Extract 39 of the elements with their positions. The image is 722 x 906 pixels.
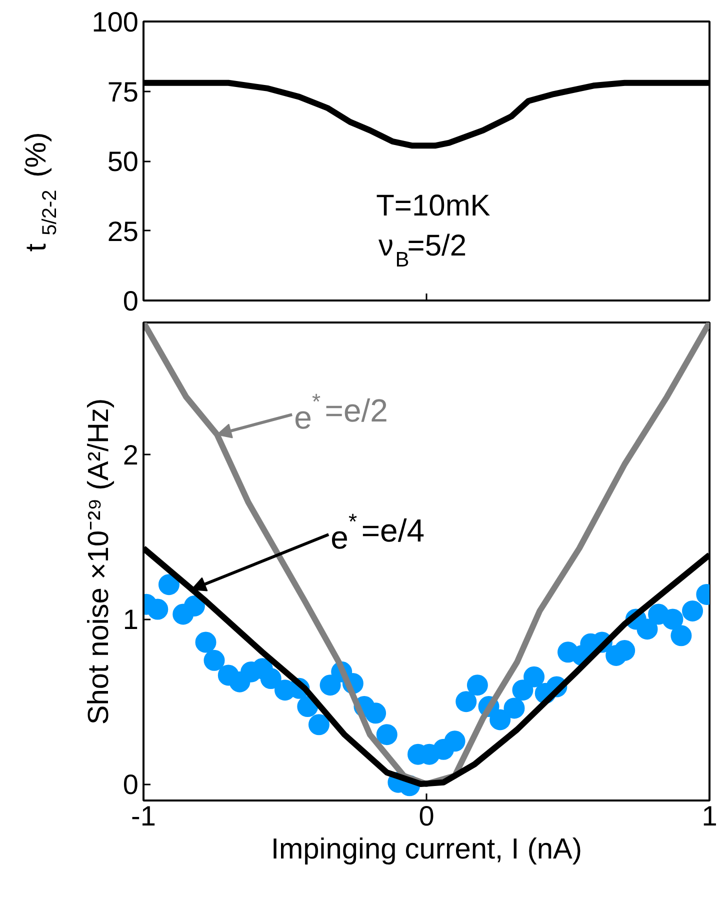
- point: [490, 709, 511, 730]
- point: [320, 674, 341, 696]
- y-tick-label: 1: [122, 604, 139, 636]
- point: [682, 600, 704, 622]
- y-tick-label: 0: [122, 286, 139, 316]
- point: [456, 691, 477, 712]
- annotation: e*=e/4: [330, 509, 424, 556]
- point: [662, 608, 684, 630]
- y-tick-label: 75: [107, 76, 139, 108]
- point: [204, 650, 225, 671]
- point: [670, 625, 692, 646]
- point: [365, 702, 386, 724]
- point: [512, 680, 534, 701]
- annotation: T=10mK: [376, 190, 490, 222]
- y-tick-label: 50: [107, 146, 139, 177]
- y-axis-title: Shot noise ×10⁻²⁹ (A²/Hz): [82, 398, 115, 725]
- x-tick-label: 1: [702, 800, 718, 832]
- y-tick-label: 2: [122, 439, 139, 470]
- point: [184, 596, 205, 616]
- x-tick-label: -1: [131, 800, 156, 832]
- point: [147, 598, 168, 620]
- point: [636, 618, 658, 640]
- y-tick-label: 0: [122, 769, 139, 800]
- point: [466, 674, 488, 696]
- point: [504, 698, 525, 719]
- y-tick-label: 25: [107, 216, 139, 247]
- annotation: e*=e/2: [294, 389, 388, 436]
- y-tick-label: 100: [92, 6, 138, 38]
- point: [614, 640, 636, 661]
- point: [308, 714, 330, 736]
- x-axis-title: Impinging current, I (nA): [270, 834, 582, 866]
- point: [444, 730, 466, 752]
- x-tick-label: 0: [418, 800, 434, 832]
- y-axis-title: t5/2-2 (%): [20, 132, 62, 252]
- point: [524, 666, 545, 688]
- point: [158, 574, 180, 596]
- point: [376, 724, 398, 746]
- point: [260, 668, 282, 690]
- point: [195, 632, 216, 653]
